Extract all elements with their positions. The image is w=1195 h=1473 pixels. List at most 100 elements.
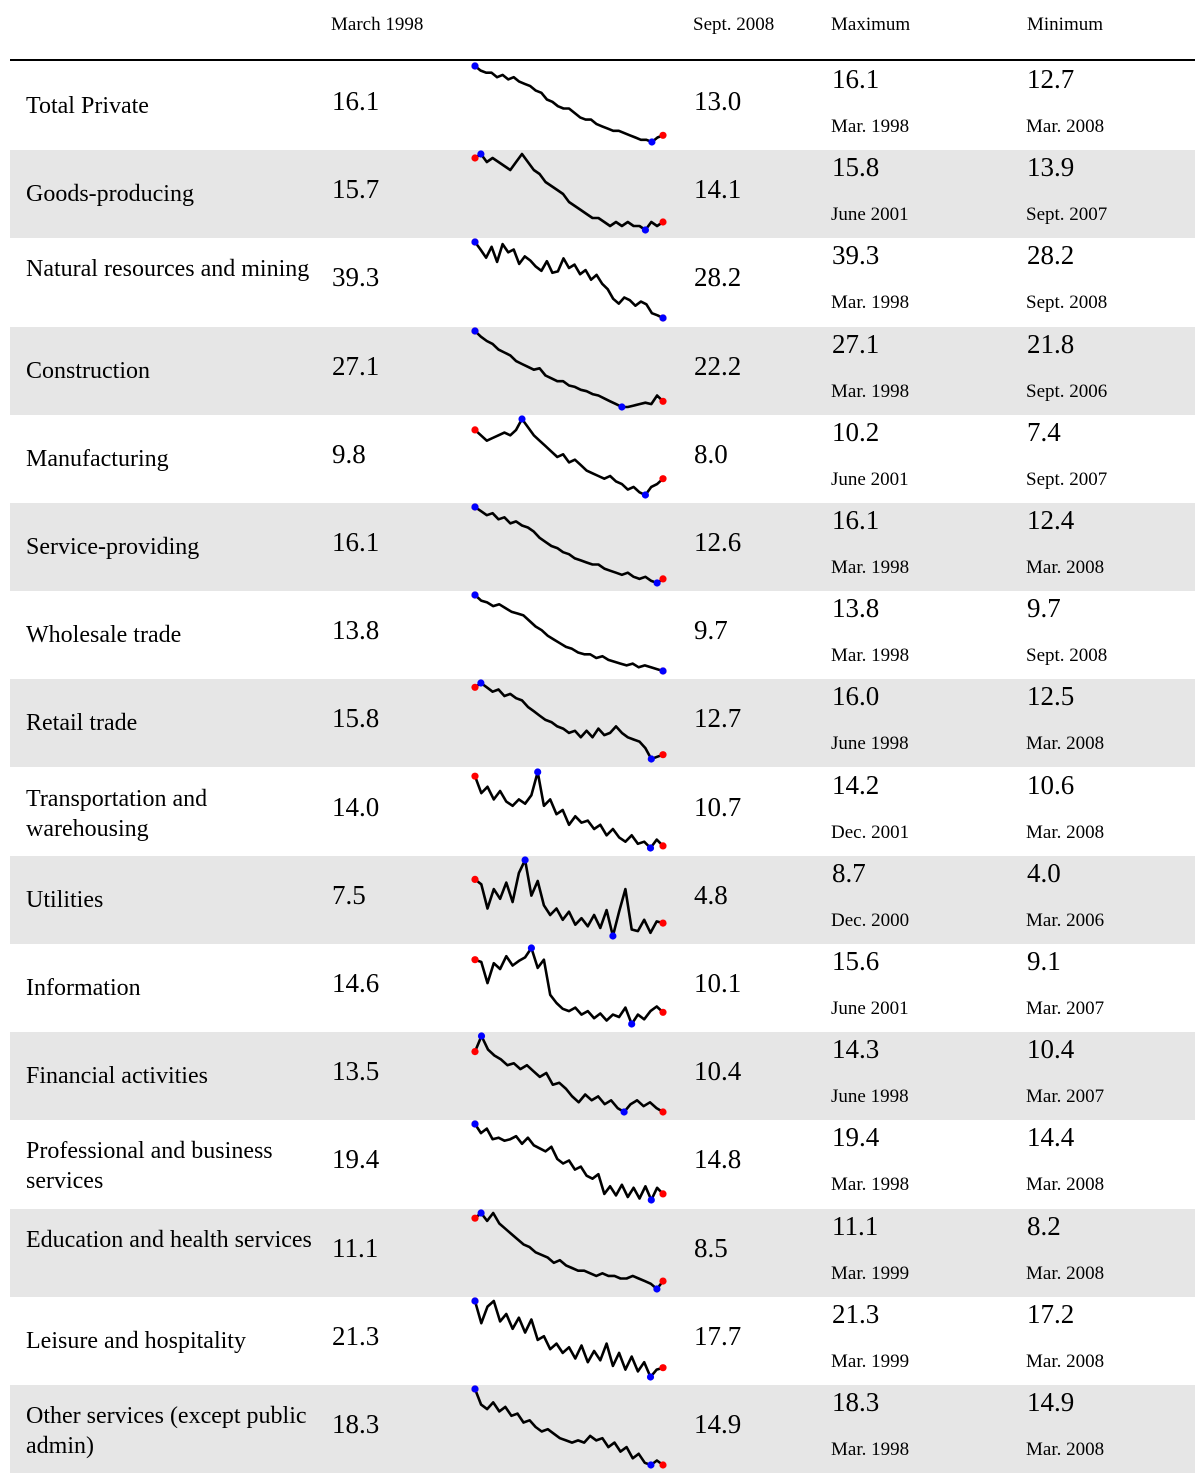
sparkline [471, 591, 667, 675]
table-row: Natural resources and mining 39.3 28.2 39.3… [10, 238, 1195, 326]
maximum-date: June 1998 [831, 733, 909, 755]
minimum-value: 10.4 [1027, 1034, 1075, 1065]
sparkline [471, 415, 667, 499]
march-1998-value: 15.7 [332, 174, 380, 205]
end-marker [659, 131, 667, 139]
sparkline-series [474, 858, 664, 938]
maximum-marker [471, 1385, 479, 1393]
minimum-value: 4.0 [1027, 857, 1061, 888]
minimum-marker [609, 932, 617, 940]
maximum-value: 27.1 [832, 328, 880, 359]
minimum-value: 28.2 [1027, 240, 1075, 271]
table-row: Transportation and warehousing 14.0 10.7 14… [10, 767, 1195, 856]
sparkline-series [474, 64, 664, 144]
end-marker [659, 218, 667, 226]
sparkline-series [474, 1211, 665, 1290]
minimum-value: 13.9 [1027, 152, 1075, 183]
table-row: Information 14.6 10.1 15.6 June 2001 9.1 Mar. … [10, 944, 1195, 1032]
table-row: Leisure and hospitality 21.3 17.7 21.3 Mar. … [10, 1297, 1195, 1385]
maximum-value: 39.3 [832, 240, 880, 271]
maximum-value: 18.3 [832, 1387, 880, 1417]
sparkline-series [474, 682, 664, 761]
sept-2008-value: 10.4 [694, 1056, 742, 1087]
table-row: Wholesale trade 13.8 9.7 13.8 Mar. 1998 9.7 Se… [10, 591, 1195, 679]
sparkline-series [473, 1299, 664, 1379]
march-1998-value: 11.1 [332, 1232, 379, 1263]
minimum-date: Mar. 2007 [1026, 998, 1105, 1019]
maximum-marker [477, 150, 485, 158]
march-1998-value: 7.5 [332, 879, 366, 910]
sparkline [471, 238, 667, 322]
table-row: Manufacturing 9.8 8.0 10.2 June 2001 7.4 Sept.… [10, 415, 1195, 503]
sparkline [471, 944, 667, 1028]
row-label: Manufacturing [26, 445, 169, 472]
march-1998-value: 9.8 [332, 438, 366, 469]
maximum-marker [471, 1120, 479, 1128]
maximum-marker [477, 1032, 486, 1040]
table-row: Goods-producing 15.7 14.1 15.8 June 2001 13.9… [10, 150, 1195, 239]
sparkline-series [473, 241, 664, 320]
maximum-marker [471, 62, 479, 70]
row-label: Other services (except public admin) [26, 1403, 307, 1459]
sparkline [471, 1032, 667, 1116]
start-marker [471, 1214, 479, 1222]
start-marker [471, 154, 479, 162]
sept-2008-value: 14.8 [694, 1144, 742, 1175]
march-1998-value: 14.6 [332, 968, 380, 998]
minimum-date: Sept. 2007 [1026, 468, 1108, 490]
row-label: Leisure and hospitality [26, 1327, 246, 1354]
end-marker [659, 1277, 667, 1285]
march-1998-value: 15.8 [332, 703, 380, 734]
maximum-date: Mar. 1998 [831, 1439, 910, 1460]
maximum-value: 14.2 [832, 769, 880, 800]
march-1998-value: 21.3 [332, 1320, 380, 1351]
minimum-marker [648, 138, 656, 146]
minimum-value: 14.9 [1027, 1387, 1075, 1417]
table-row: Total Private 16.1 13.0 16.1 Mar. 1998 12.7 Ma… [10, 62, 1195, 150]
maximum-marker [477, 1208, 485, 1217]
minimum-date: Mar. 2008 [1026, 733, 1105, 755]
minimum-date: Mar. 2008 [1026, 1174, 1105, 1196]
sept-2008-value: 12.6 [694, 527, 742, 557]
end-marker [659, 919, 667, 927]
header-maximum: Maximum [831, 14, 911, 35]
maximum-date: Dec. 2001 [831, 821, 910, 843]
sparkline-series [473, 1034, 664, 1114]
sept-2008-value: 10.1 [694, 968, 742, 998]
sept-2008-value: 4.8 [694, 879, 728, 910]
maximum-marker [521, 856, 529, 864]
minimum-marker [646, 1373, 655, 1381]
maximum-date: Mar. 1999 [831, 1350, 910, 1372]
table-row: Construction 27.1 22.2 27.1 Mar. 1998 21.8 Sep… [10, 326, 1195, 415]
sept-2008-value: 28.2 [694, 262, 742, 293]
sparkline [471, 767, 667, 852]
maximum-marker [471, 591, 479, 599]
minimum-date: Mar. 2006 [1026, 909, 1105, 931]
maximum-date: Mar. 1998 [831, 1174, 910, 1196]
sparkline [471, 150, 667, 234]
minimum-value: 9.7 [1027, 593, 1061, 624]
maximum-marker [471, 1297, 479, 1305]
maximum-date: June 2001 [831, 468, 909, 490]
minimum-value: 12.5 [1027, 681, 1075, 712]
header-minimum: Minimum [1027, 14, 1104, 35]
minimum-value: 17.2 [1027, 1298, 1075, 1329]
table-row: Professional and business services 19.4 14… [10, 1120, 1195, 1208]
row-label: Retail trade [26, 710, 138, 737]
minimum-date: Sept. 2007 [1026, 204, 1108, 226]
sept-2008-value: 8.5 [694, 1232, 728, 1263]
minimum-marker [628, 1020, 636, 1028]
maximum-value: 8.7 [832, 857, 866, 888]
start-marker [471, 875, 479, 883]
maximum-date: June 2001 [831, 204, 909, 226]
maximum-marker [471, 503, 479, 511]
sparkline [471, 679, 667, 763]
sparkline [471, 503, 667, 587]
maximum-date: Mar. 1998 [831, 116, 910, 137]
maximum-date: Dec. 2000 [831, 909, 910, 931]
sparkline [471, 1208, 667, 1293]
end-marker [659, 474, 667, 483]
minimum-marker [659, 314, 667, 322]
maximum-value: 16.1 [832, 505, 880, 535]
minimum-value: 12.4 [1027, 505, 1075, 535]
